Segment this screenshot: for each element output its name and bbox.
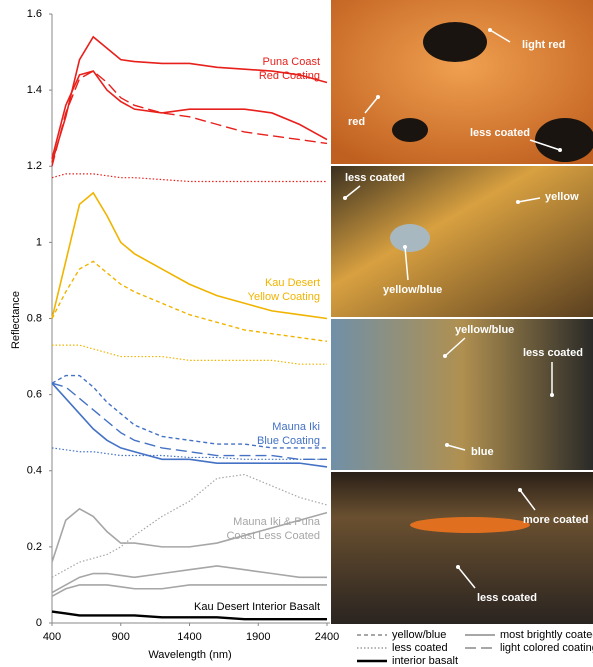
- group-label: Mauna Iki & Puna: [233, 516, 321, 528]
- x-tick-label: 1900: [246, 631, 270, 643]
- y-tick-label: 1.2: [27, 160, 42, 172]
- y-tick-label: 1: [36, 236, 42, 248]
- rock: [535, 118, 593, 162]
- group-label: Yellow Coating: [248, 291, 320, 303]
- arrow-head: [343, 196, 347, 200]
- group-label: Mauna Iki: [272, 421, 320, 433]
- arrow-head: [443, 354, 447, 358]
- x-tick-label: 2400: [315, 631, 339, 643]
- y-tick-label: 0.8: [27, 312, 42, 324]
- arrow-head: [376, 95, 380, 99]
- group-label: Coast Less Coated: [226, 530, 320, 542]
- rock: [423, 22, 487, 62]
- photo-annotation: yellow/blue: [383, 284, 442, 296]
- arrow-head: [456, 565, 460, 569]
- photo-annotation: yellow/blue: [455, 324, 514, 336]
- series-line: [52, 585, 327, 596]
- arrow-head: [550, 393, 554, 397]
- patch: [390, 224, 430, 252]
- photo-annotation: blue: [471, 446, 494, 458]
- photo-annotation: less coated: [523, 347, 583, 359]
- figure: 0 0.2 0.4 0.6 0.8 1 1.2 1.4 1.6 400 900 1400 1900 240…: [0, 0, 593, 667]
- y-axis-label: Reflectance: [10, 291, 22, 349]
- arrow-head: [516, 200, 520, 204]
- y-tick-label: 0: [36, 617, 42, 629]
- y-tick-label: 1.6: [27, 8, 42, 20]
- legend-label: interior basalt: [392, 655, 458, 667]
- photo-annotation: more coated: [523, 514, 588, 526]
- x-axis-label: Wavelength (nm): [148, 649, 231, 661]
- series-line: [52, 174, 327, 182]
- x-tick-label: 1400: [177, 631, 201, 643]
- x-tick-label: 400: [43, 631, 61, 643]
- y-tick-label: 0.4: [27, 465, 42, 477]
- series-line: [52, 448, 327, 459]
- y-tick-label: 0.2: [27, 541, 42, 553]
- arrow-head: [558, 148, 562, 152]
- photo: [331, 472, 593, 624]
- photo-annotation: less coated: [470, 127, 530, 139]
- legend-label: light colored coating: [500, 642, 593, 654]
- group-label: Blue Coating: [257, 435, 320, 447]
- rock: [392, 118, 428, 142]
- x-tick-label: 900: [112, 631, 130, 643]
- photo: [331, 166, 593, 317]
- legend-label: most brightly coated: [500, 629, 593, 641]
- photo-annotation: less coated: [345, 172, 405, 184]
- group-label: Puna Coast: [263, 56, 320, 68]
- arrow-head: [518, 488, 522, 492]
- legend-label: less coated: [392, 642, 448, 654]
- photo-annotation: less coated: [477, 592, 537, 604]
- arrow-head: [403, 245, 407, 249]
- group-label: Kau Desert: [265, 277, 320, 289]
- y-tick-label: 0.6: [27, 389, 42, 401]
- group-label: Kau Desert Interior Basalt: [194, 601, 320, 613]
- y-tick-label: 1.4: [27, 84, 42, 96]
- photos: [331, 0, 593, 624]
- legend-label: yellow/blue: [392, 629, 446, 641]
- series-line: [52, 71, 327, 159]
- arrow-head: [488, 28, 492, 32]
- series-line: [52, 566, 327, 593]
- series-line: [52, 345, 327, 364]
- vein: [410, 517, 530, 533]
- photo-annotation: yellow: [545, 191, 579, 203]
- photo-annotation: red: [348, 116, 365, 128]
- group-label: Red Coating: [259, 70, 320, 82]
- arrow-head: [445, 443, 449, 447]
- photo-annotation: light red: [522, 39, 565, 51]
